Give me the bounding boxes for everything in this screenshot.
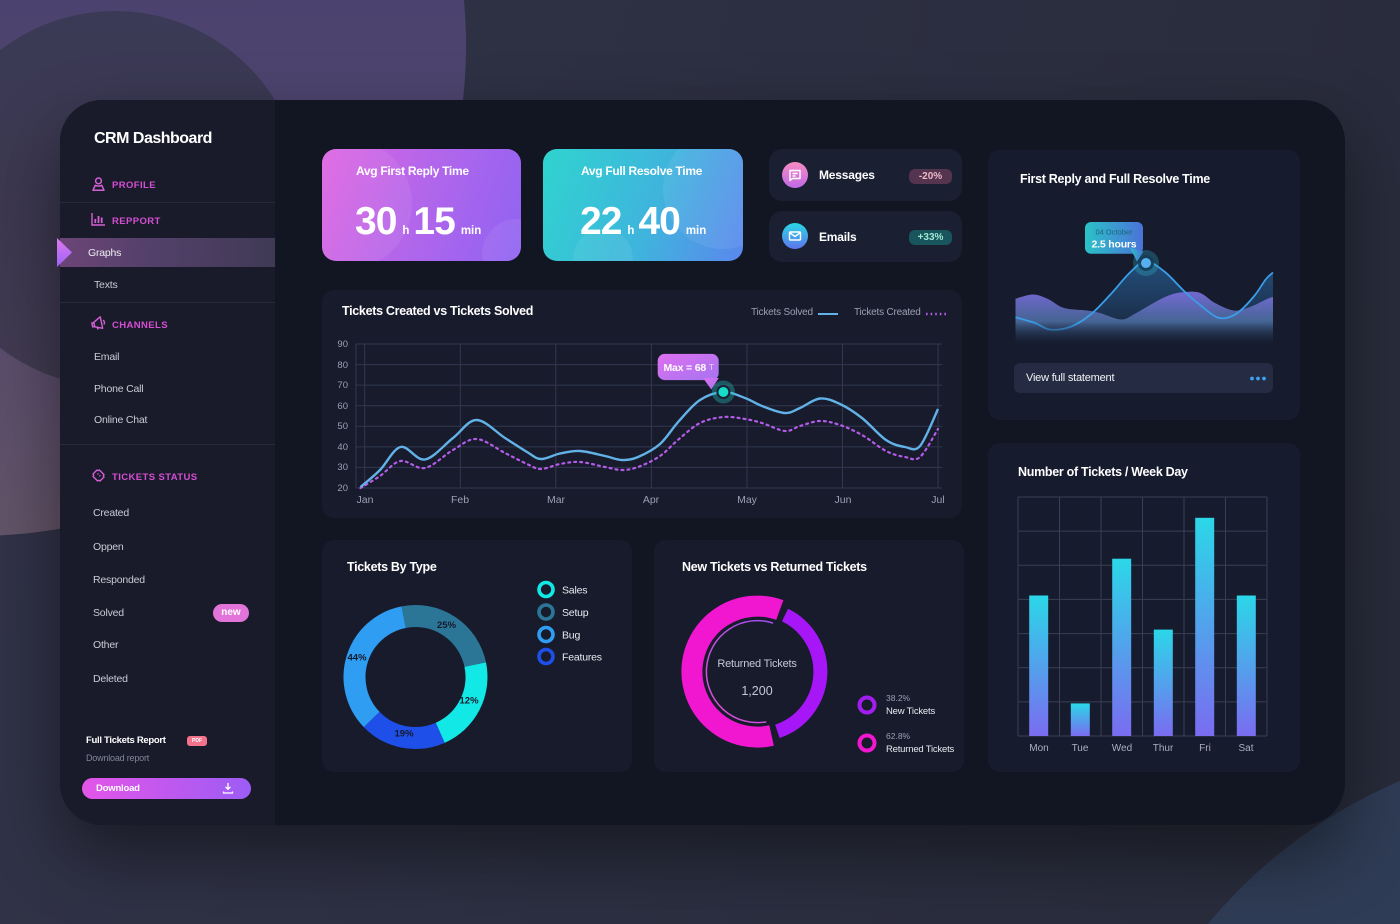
svg-text:Max = 68: Max = 68	[664, 362, 707, 374]
svg-text:Setup: Setup	[562, 607, 589, 619]
svg-text:1,200: 1,200	[741, 684, 772, 698]
svg-text:25%: 25%	[437, 620, 457, 631]
svg-text:38.2%: 38.2%	[886, 693, 911, 703]
svg-text:62.8%: 62.8%	[886, 731, 911, 741]
svg-text:T: T	[709, 363, 714, 372]
svg-text:Returned Tickets: Returned Tickets	[717, 658, 797, 670]
svg-text:New Tickets: New Tickets	[886, 706, 935, 717]
svg-text:12%: 12%	[460, 696, 480, 707]
svg-text:2.5 hours: 2.5 hours	[1092, 239, 1137, 251]
svg-text:19%: 19%	[395, 729, 415, 740]
svg-text:Bug: Bug	[562, 630, 580, 642]
svg-text:Features: Features	[562, 652, 602, 664]
svg-text:44%: 44%	[348, 653, 368, 664]
svg-text:Returned Tickets: Returned Tickets	[886, 744, 955, 755]
svg-text:Sales: Sales	[562, 585, 587, 597]
svg-text:04 October: 04 October	[1095, 228, 1133, 237]
